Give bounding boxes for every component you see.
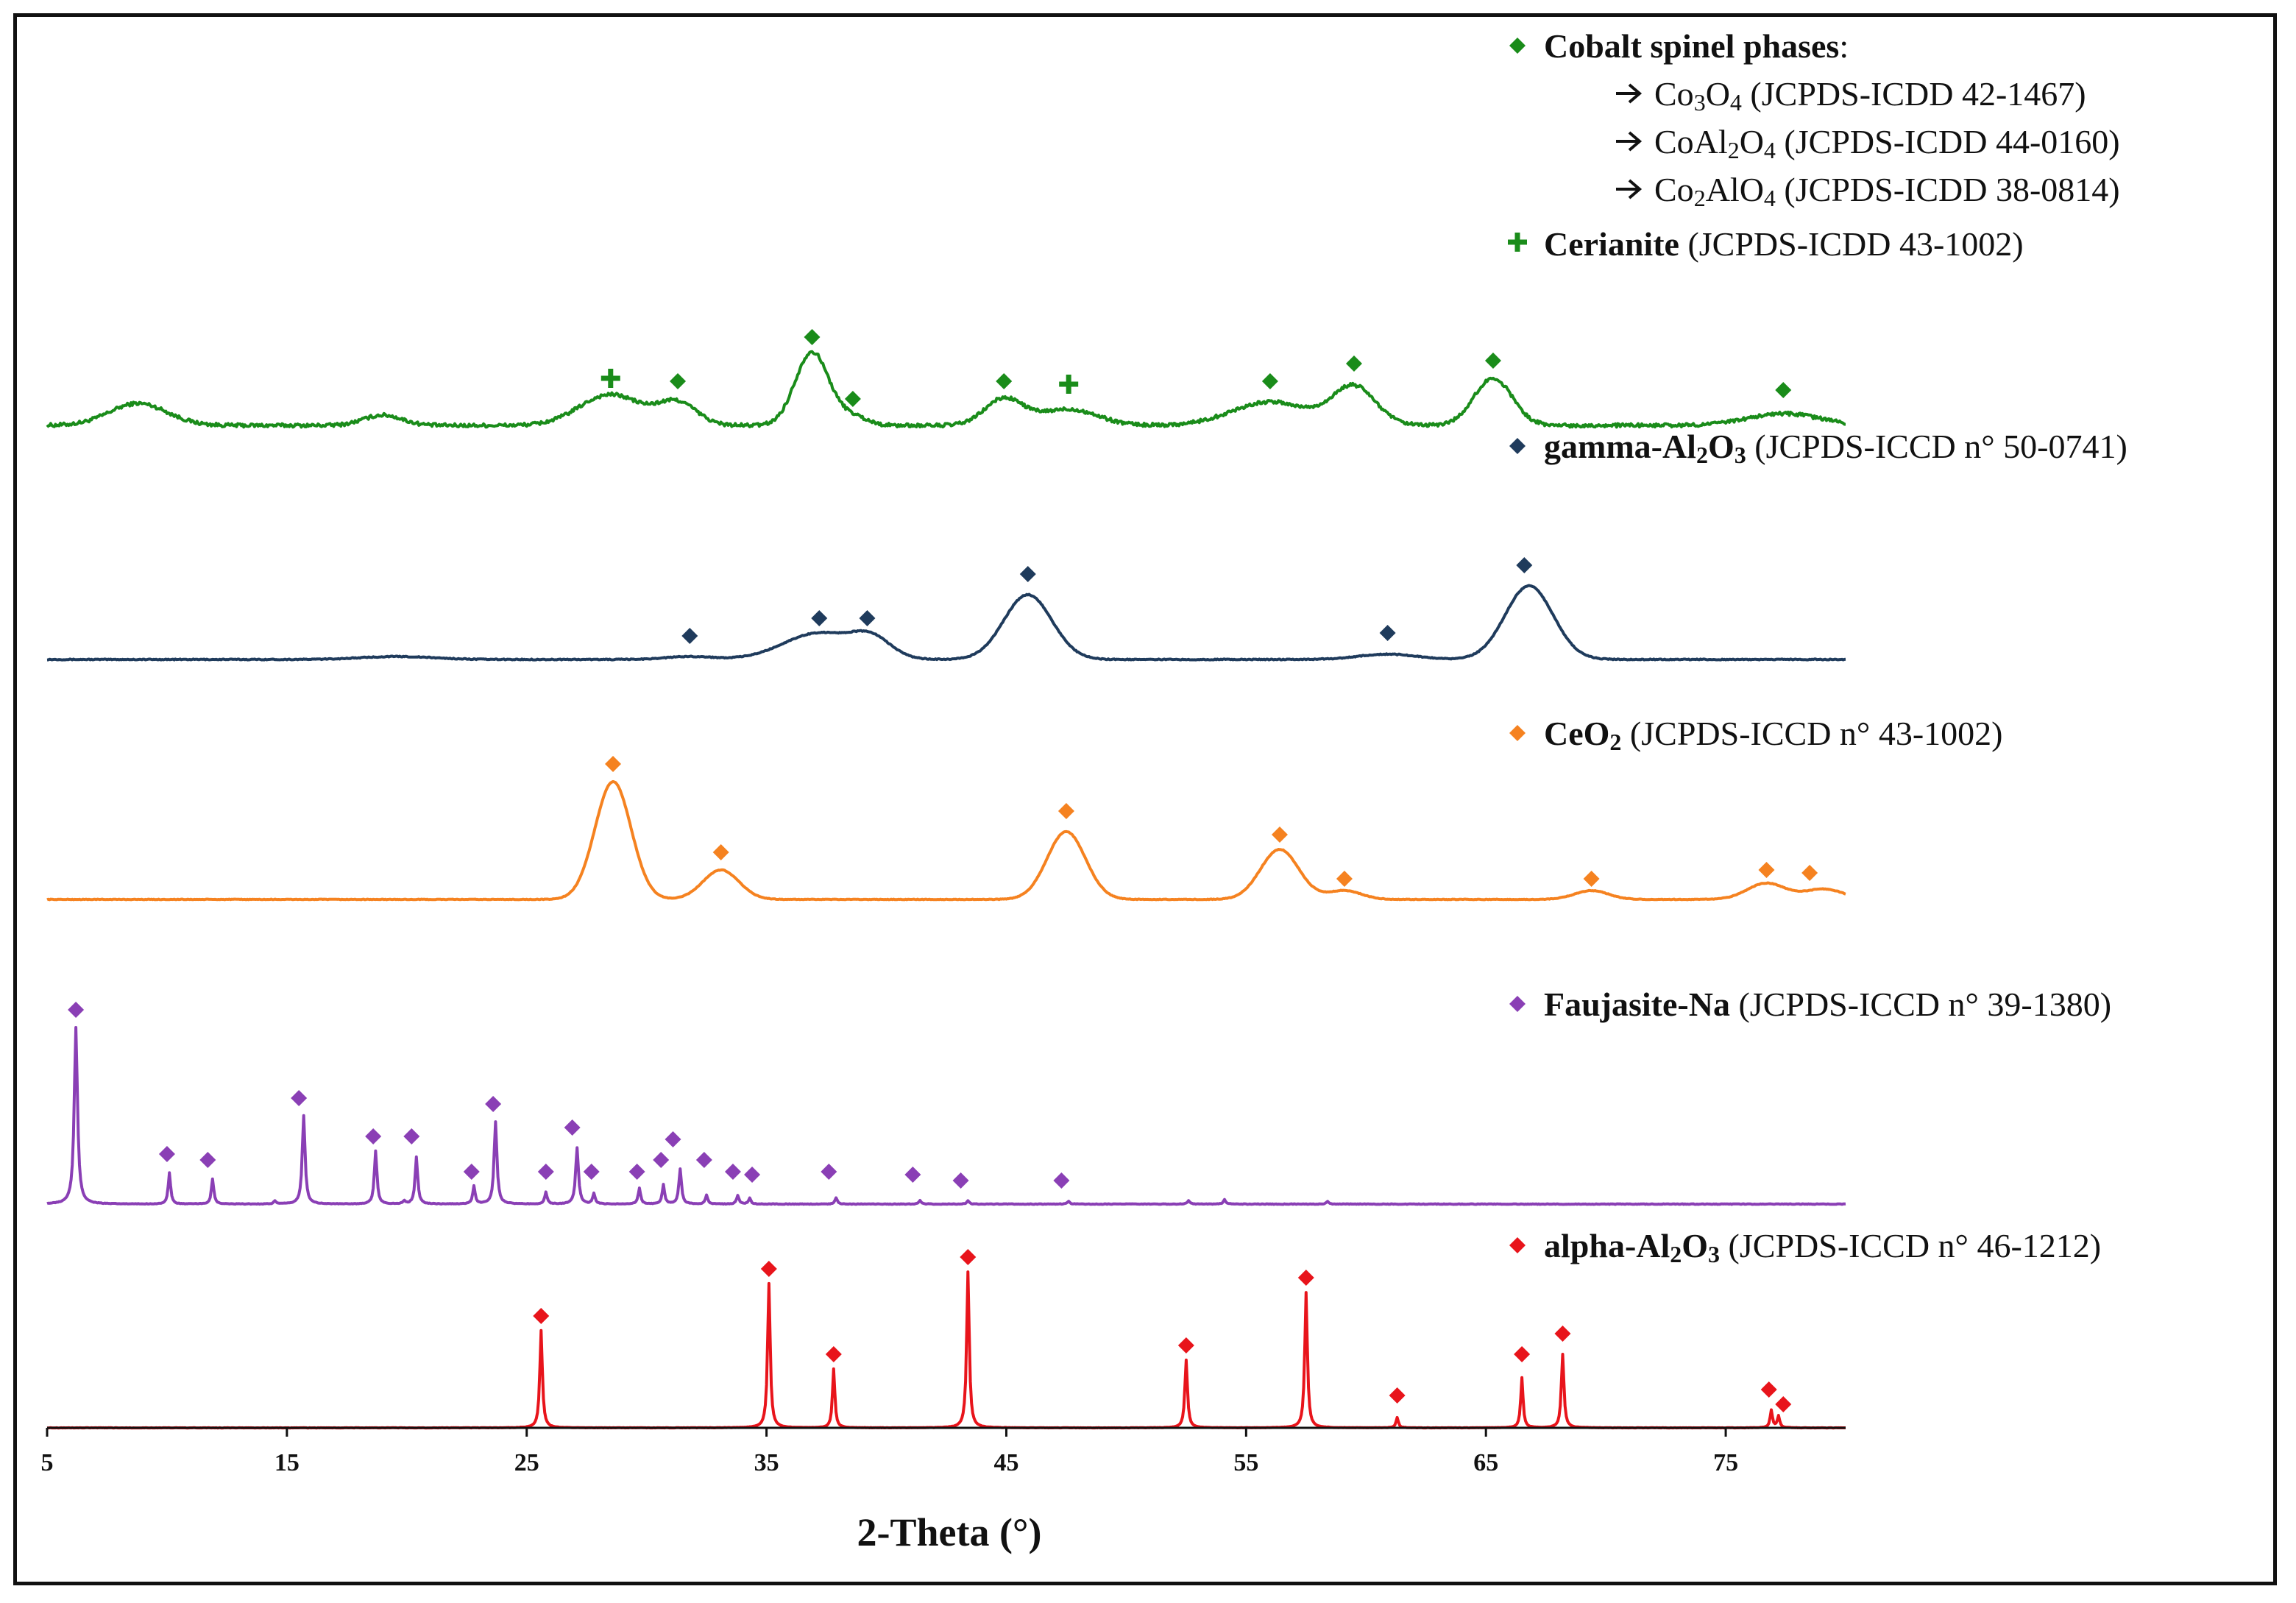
series-line-4	[46, 1270, 1846, 1430]
diamond-marker	[844, 391, 861, 407]
legend-diamond-icon	[1509, 1237, 1526, 1253]
x-tick-label: 75	[1713, 1449, 1738, 1476]
legend-arrow-icon	[1616, 179, 1643, 199]
diamond-marker	[904, 1167, 921, 1183]
diamond-marker	[744, 1167, 761, 1183]
diamond-marker	[665, 1131, 681, 1147]
diamond-marker	[1516, 557, 1533, 573]
legend-label: CeO2 (JCPDS-ICCD n° 43-1002)	[1544, 715, 2002, 755]
diamond-marker	[1775, 1396, 1792, 1412]
x-tick-label: 25	[514, 1449, 539, 1476]
diamond-marker	[1484, 353, 1501, 369]
legend-arrow-icon	[1616, 83, 1643, 104]
diamond-marker	[712, 844, 729, 860]
diamond-marker	[952, 1172, 969, 1189]
diamond-marker	[1554, 1326, 1571, 1342]
traces-group	[46, 350, 1846, 1430]
legend-diamond-icon	[1509, 38, 1526, 54]
legend-plus-icon	[1508, 233, 1527, 252]
plus-marker	[600, 369, 620, 388]
series-line-2	[46, 779, 1846, 902]
diamond-marker	[1019, 566, 1036, 582]
diamond-marker	[1775, 382, 1792, 398]
diamond-marker	[291, 1090, 308, 1106]
legend-label: Co3O4 (JCPDS-ICDD 42-1467)	[1654, 75, 2086, 116]
diamond-marker	[804, 329, 821, 345]
legend-label: Co2AlO4 (JCPDS-ICDD 38-0814)	[1654, 171, 2120, 211]
legend-group: Cobalt spinel phases: Co3O4 (JCPDS-ICDD 4…	[1508, 27, 2127, 1267]
diamond-marker	[996, 373, 1013, 389]
diamond-marker	[960, 1249, 977, 1265]
diamond-marker	[1297, 1270, 1314, 1286]
legend-label: Cobalt spinel phases:	[1544, 27, 1849, 65]
diamond-marker	[605, 756, 622, 772]
diamond-marker	[1583, 871, 1600, 887]
diamond-marker	[463, 1164, 480, 1180]
diamond-marker	[1760, 1381, 1777, 1398]
legend-diamond-icon	[1509, 725, 1526, 741]
diamond-marker	[1261, 373, 1278, 389]
legend-label: CoAl2O4 (JCPDS-ICDD 44-0160)	[1654, 123, 2120, 163]
diamond-marker	[583, 1164, 600, 1180]
diamond-marker	[1758, 862, 1775, 878]
diamond-marker	[695, 1152, 712, 1168]
diamond-marker	[1379, 625, 1396, 641]
diamond-marker	[670, 373, 687, 389]
diamond-marker	[199, 1152, 216, 1168]
diamond-marker	[811, 610, 828, 626]
diamond-marker	[537, 1164, 554, 1180]
markers-group	[68, 329, 1818, 1412]
series-line-3	[46, 1026, 1846, 1206]
diamond-marker	[158, 1146, 175, 1162]
diamond-marker	[1057, 803, 1074, 819]
diamond-marker	[760, 1261, 777, 1277]
diamond-marker	[485, 1096, 502, 1112]
diamond-marker	[628, 1164, 645, 1180]
legend-label: Cerianite (JCPDS-ICDD 43-1002)	[1544, 225, 2024, 263]
diamond-marker	[1053, 1172, 1070, 1189]
diamond-marker	[1514, 1346, 1531, 1362]
diamond-marker	[724, 1164, 741, 1180]
x-axis: 5 15 25 35 45 55 65 75	[41, 1426, 1846, 1476]
legend-arrow-icon	[1616, 131, 1643, 152]
chart-frame	[13, 13, 2277, 1585]
diamond-marker	[1336, 871, 1353, 887]
diamond-marker	[533, 1308, 550, 1324]
series-line-0	[46, 350, 1846, 429]
x-tick-label: 55	[1233, 1449, 1258, 1476]
legend-diamond-icon	[1509, 438, 1526, 454]
x-tick-label: 5	[41, 1449, 54, 1476]
diamond-marker	[403, 1128, 420, 1144]
diamond-marker	[825, 1346, 842, 1362]
legend-label: alpha-Al2O3 (JCPDS-ICCD n° 46-1212)	[1544, 1227, 2101, 1267]
legend-diamond-icon	[1509, 996, 1526, 1012]
series-line-1	[46, 584, 1846, 662]
legend-label: gamma-Al2O3 (JCPDS-ICCD n° 50-0741)	[1544, 428, 2127, 468]
diamond-marker	[821, 1164, 837, 1180]
diamond-marker	[365, 1128, 382, 1144]
x-axis-label: 2-Theta (°)	[857, 1510, 1041, 1554]
x-tick-label: 45	[993, 1449, 1018, 1476]
diamond-marker	[68, 1002, 85, 1018]
diamond-marker	[1177, 1337, 1194, 1353]
diamond-marker	[1271, 827, 1288, 843]
plus-marker	[1059, 375, 1079, 394]
diamond-marker	[681, 628, 698, 644]
diamond-marker	[1345, 355, 1362, 372]
x-tick-label: 15	[274, 1449, 300, 1476]
diamond-marker	[859, 610, 876, 626]
diamond-marker	[1389, 1387, 1406, 1404]
x-tick-label: 65	[1473, 1449, 1498, 1476]
x-tick-label: 35	[754, 1449, 779, 1476]
diamond-marker	[564, 1119, 581, 1136]
diamond-marker	[1801, 865, 1818, 881]
legend-label: Faujasite-Na (JCPDS-ICCD n° 39-1380)	[1544, 985, 2111, 1023]
diamond-marker	[653, 1152, 670, 1168]
